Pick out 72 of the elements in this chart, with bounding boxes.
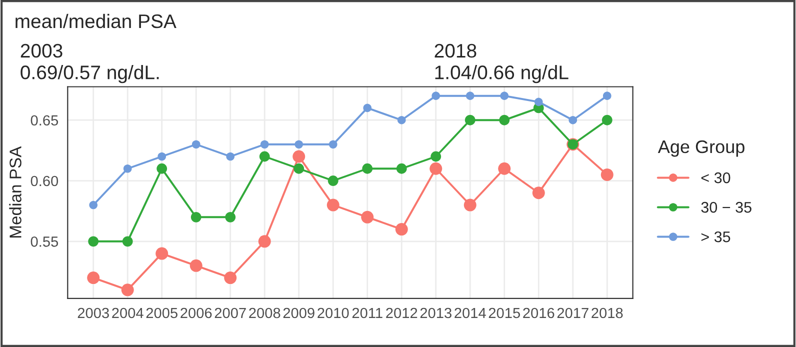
y-tick-label: 0.55 xyxy=(30,236,58,247)
point xyxy=(464,198,476,212)
point xyxy=(396,163,407,174)
chart-title: mean/median PSA xyxy=(16,14,176,28)
point xyxy=(363,104,372,112)
text: 2003 0.69/0.57 ng/dL. xyxy=(20,44,159,84)
point xyxy=(224,272,237,284)
y-tick-label: 0.65 xyxy=(30,115,58,126)
legend-label: < 30 xyxy=(701,172,730,184)
point xyxy=(294,140,304,149)
point xyxy=(534,98,543,106)
x-tick-label: 2004 xyxy=(112,308,144,318)
point xyxy=(89,200,98,210)
x-tick-label: 2015 xyxy=(488,308,520,318)
point xyxy=(568,116,578,124)
x-tick-label: 2010 xyxy=(318,308,349,318)
point xyxy=(600,168,614,181)
point xyxy=(259,151,270,162)
x-tick-label: 2008 xyxy=(249,308,280,318)
x-tick-label: 2013 xyxy=(420,308,452,318)
x-tick-label: 2006 xyxy=(180,308,212,318)
point xyxy=(87,272,100,284)
y-tick-label: 0.60 xyxy=(30,176,58,186)
point xyxy=(292,150,306,163)
x-tick-label: 2005 xyxy=(146,308,178,318)
point xyxy=(602,92,612,100)
point xyxy=(328,140,338,149)
point xyxy=(158,152,166,161)
x-tick-label: 2014 xyxy=(454,308,486,318)
x-tick-label: 2017 xyxy=(557,308,588,318)
point xyxy=(397,116,406,124)
point xyxy=(190,212,202,222)
point xyxy=(156,247,168,260)
point xyxy=(190,259,202,272)
point xyxy=(225,212,236,222)
point xyxy=(226,152,235,161)
point xyxy=(294,163,304,174)
point xyxy=(361,210,374,224)
point xyxy=(602,114,612,126)
x-tick-label: 2012 xyxy=(386,308,418,318)
point xyxy=(328,176,338,186)
point xyxy=(121,284,134,296)
point xyxy=(88,236,99,247)
point xyxy=(464,114,476,126)
y-axis-title: Median PSA xyxy=(9,146,22,238)
point xyxy=(499,114,510,126)
legend-label: 30 − 35 xyxy=(701,202,752,213)
x-tick-label: 2007 xyxy=(214,308,246,318)
x-tick-label: 2011 xyxy=(352,308,382,318)
point xyxy=(532,186,545,200)
point xyxy=(500,92,509,100)
point xyxy=(395,223,408,236)
x-tick-label: 2018 xyxy=(592,308,623,318)
point xyxy=(432,92,440,100)
point xyxy=(156,163,168,174)
point xyxy=(258,235,271,248)
point xyxy=(260,140,269,149)
point xyxy=(466,92,474,100)
legend-title: Age Group xyxy=(658,140,744,157)
point xyxy=(326,198,340,212)
x-tick-label: 2016 xyxy=(523,308,554,318)
point xyxy=(122,236,133,247)
point xyxy=(430,151,442,162)
x-tick-label: 2009 xyxy=(283,308,314,318)
legend-label: > 35 xyxy=(701,231,730,242)
point xyxy=(123,164,132,173)
point xyxy=(192,140,200,149)
text: 2018 1.04/0.66 ng/dL xyxy=(434,44,568,84)
point xyxy=(362,163,373,174)
point xyxy=(498,162,511,175)
x-tick-label: 2003 xyxy=(78,308,109,318)
point xyxy=(430,162,442,175)
